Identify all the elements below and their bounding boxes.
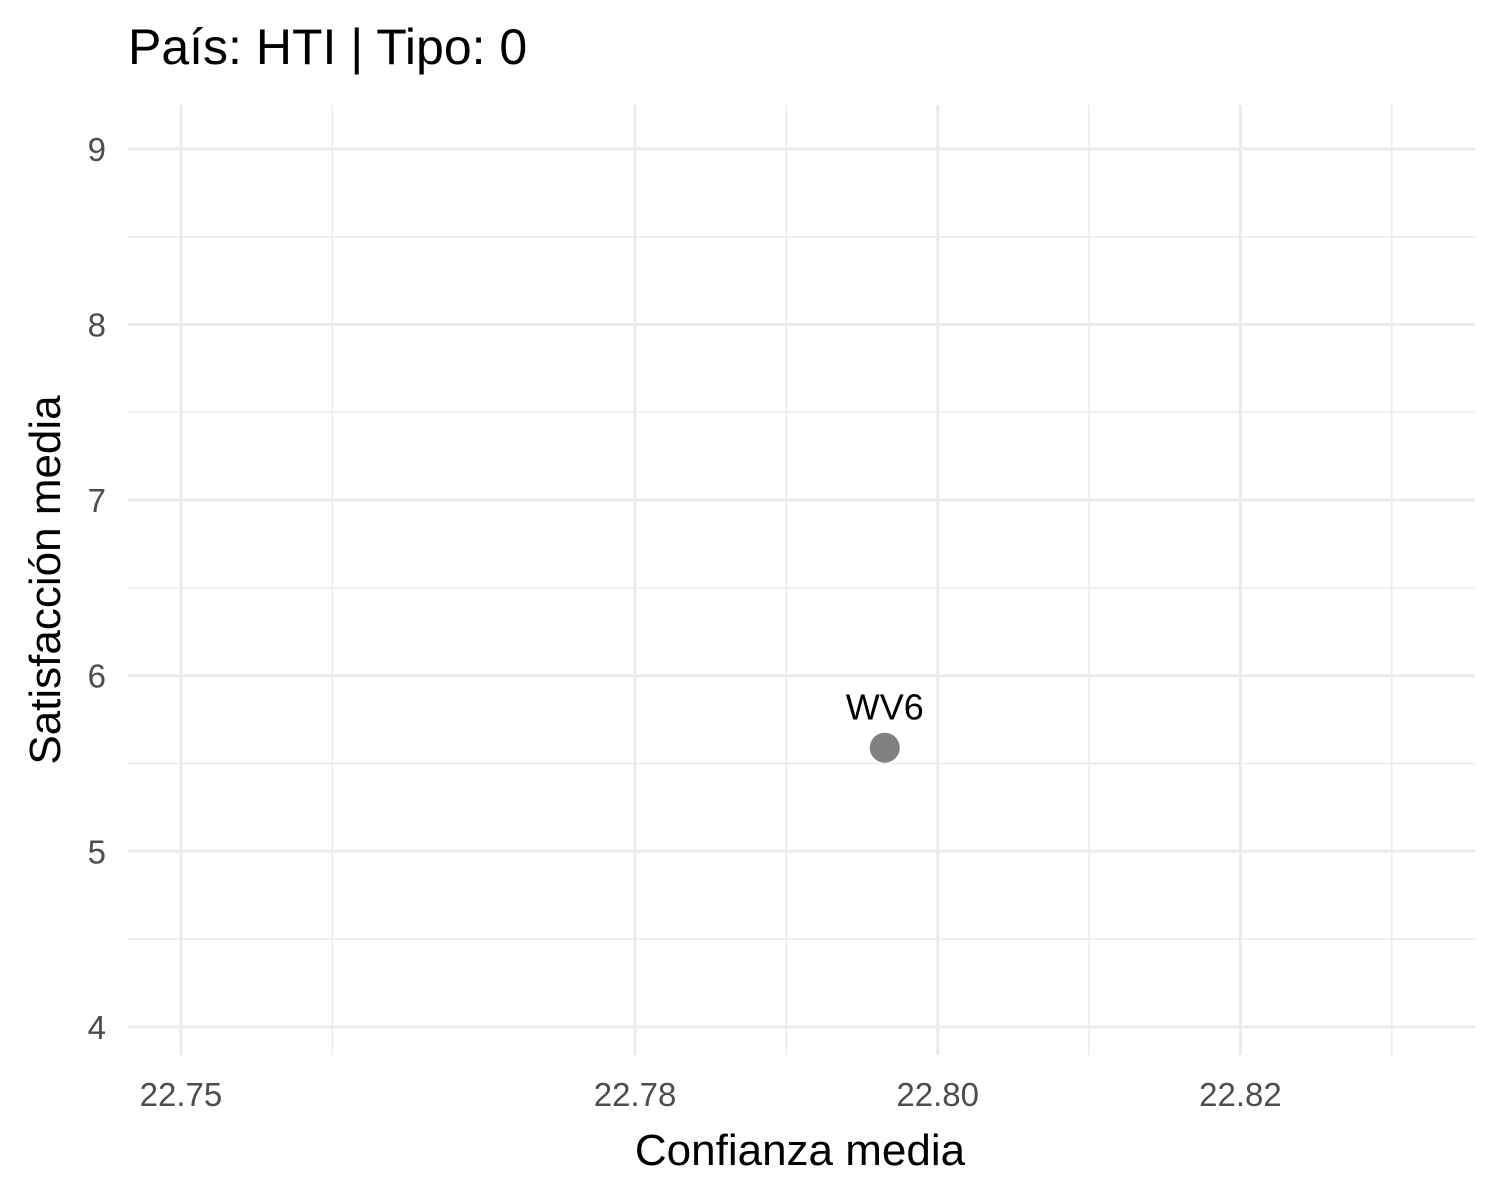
y-tick-label: 6 (88, 658, 106, 695)
y-tick-label: 5 (88, 833, 106, 870)
data-point (870, 733, 900, 763)
y-axis-title: Satisfacción media (21, 395, 70, 765)
minor-gridlines (128, 105, 1475, 1055)
x-axis-title: Confianza media (635, 1126, 966, 1175)
y-tick-label: 8 (88, 307, 106, 344)
major-gridlines (128, 105, 1475, 1055)
y-tick-label: 7 (88, 482, 106, 519)
x-tick-label: 22.75 (140, 1076, 223, 1113)
y-axis-tick-labels: 4 5 6 7 8 9 (88, 131, 106, 1046)
x-tick-label: 22.80 (896, 1076, 979, 1113)
y-tick-label: 9 (88, 131, 106, 168)
data-points: WV6 (846, 687, 924, 763)
y-tick-label: 4 (88, 1009, 106, 1046)
data-point-label: WV6 (846, 687, 924, 728)
x-axis-tick-labels: 22.75 22.78 22.80 22.82 (140, 1076, 1282, 1113)
x-tick-label: 22.82 (1199, 1076, 1282, 1113)
x-tick-label: 22.78 (594, 1076, 677, 1113)
